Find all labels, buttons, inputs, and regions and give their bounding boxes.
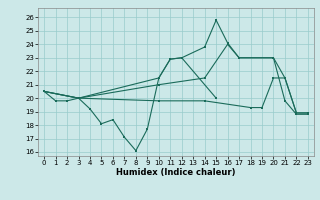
X-axis label: Humidex (Indice chaleur): Humidex (Indice chaleur) <box>116 168 236 177</box>
